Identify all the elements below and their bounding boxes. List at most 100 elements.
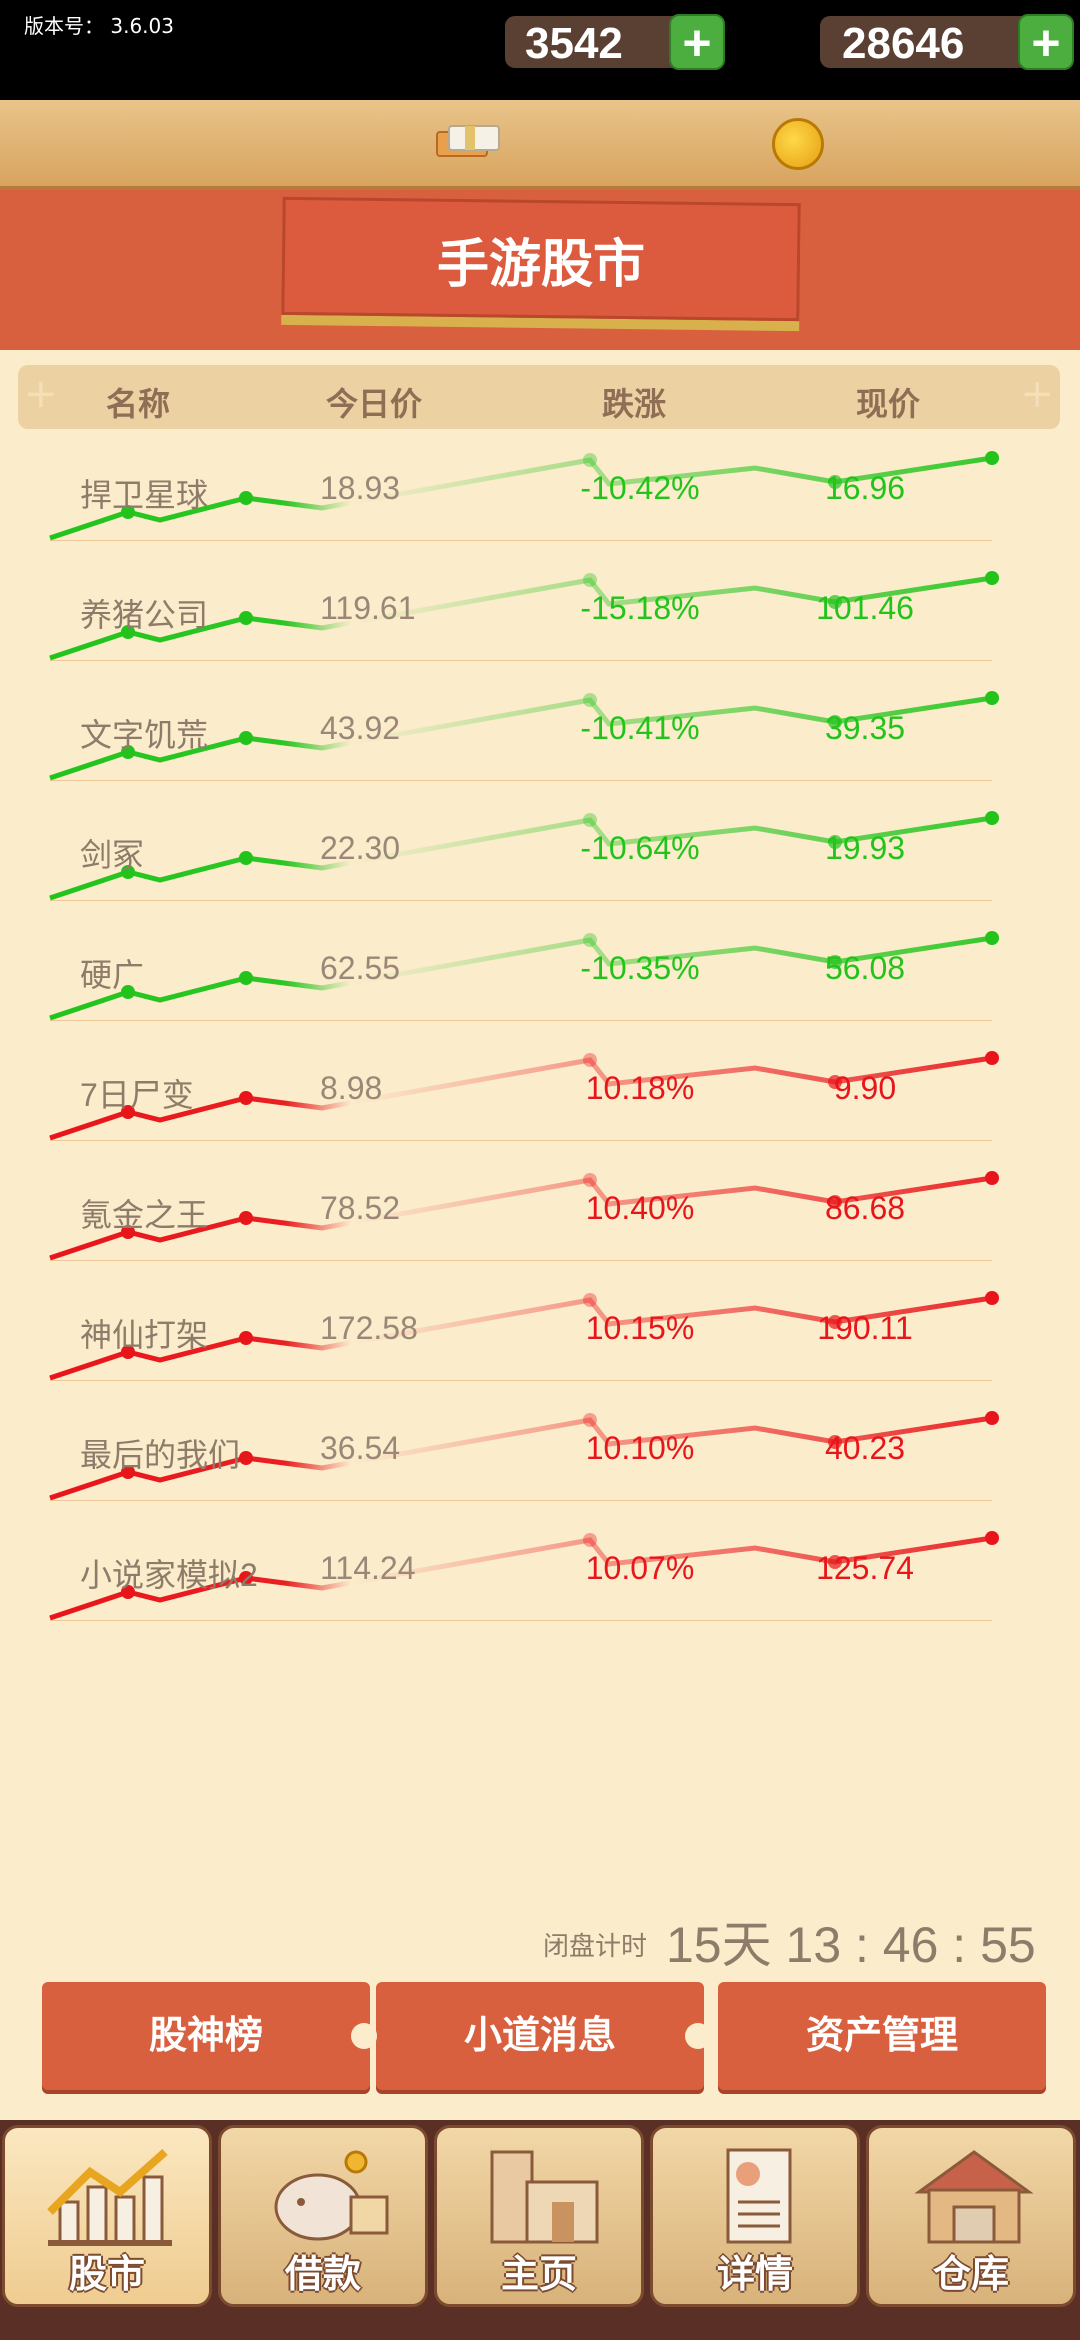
button-notch xyxy=(685,2023,711,2049)
current-price: 190.11 xyxy=(817,1310,913,1346)
trend-sparkline xyxy=(49,931,999,1021)
price-change: -10.64% xyxy=(580,830,700,866)
header-change: 跌涨 xyxy=(602,386,667,422)
cash-icon xyxy=(436,125,500,157)
today-price: 22.30 xyxy=(320,830,401,866)
price-change: 10.15% xyxy=(585,1310,695,1346)
today-price: 36.54 xyxy=(320,1430,401,1466)
today-price: 119.61 xyxy=(320,590,416,626)
trend-sparkline xyxy=(49,1171,999,1261)
table-row[interactable]: 捍卫星球 18.93 -10.42% 16.96 xyxy=(49,420,999,541)
table-row[interactable]: 小说家模拟2 114.24 10.07% 125.74 xyxy=(49,1500,999,1621)
current-price: 125.74 xyxy=(816,1550,914,1586)
price-change: -10.41% xyxy=(580,710,700,746)
current-price: 101.46 xyxy=(816,590,914,626)
nav-label: 股市 xyxy=(68,2254,145,2296)
coin-value: 28646 xyxy=(842,19,965,68)
table-row[interactable]: 氪金之王 78.52 10.40% 86.68 xyxy=(49,1140,999,1261)
cash-counter: 3542 + xyxy=(505,14,725,70)
trend-sparkline xyxy=(49,451,999,541)
today-price: 172.58 xyxy=(320,1310,418,1346)
trend-sparkline xyxy=(49,1411,999,1501)
piggy-bank-icon xyxy=(274,2150,389,2241)
cash-value: 3542 xyxy=(525,19,623,68)
asset-management-button[interactable]: 资产管理 xyxy=(718,1982,1046,2090)
nav-warehouse[interactable]: 仓库 xyxy=(866,2125,1076,2307)
nav-stock-market[interactable]: 股市 xyxy=(2,2125,212,2307)
stock-name: 硬广 xyxy=(80,957,145,993)
version-text: 版本号： 3.6.03 xyxy=(24,14,174,38)
corner-plus-icon: + xyxy=(1020,371,1054,417)
stock-name: 养猪公司 xyxy=(80,597,209,633)
close-countdown: 15天 13 : 46 : 55 xyxy=(666,1917,1036,1973)
trend-sparkline xyxy=(49,811,999,901)
profile-card-icon xyxy=(726,2148,792,2244)
nav-label: 借款 xyxy=(284,2254,361,2296)
table-row[interactable]: 最后的我们 36.54 10.10% 40.23 xyxy=(49,1380,999,1501)
table-row[interactable]: 神仙打架 172.58 10.15% 190.11 xyxy=(49,1260,999,1381)
table-row[interactable]: 硬广 62.55 -10.35% 56.08 xyxy=(49,900,999,1021)
today-price: 8.98 xyxy=(320,1070,383,1106)
trend-sparkline xyxy=(49,691,999,781)
corner-plus-icon: + xyxy=(24,371,58,417)
nav-label: 主页 xyxy=(500,2254,577,2296)
stock-chart-icon xyxy=(47,2149,172,2246)
stock-name: 剑冢 xyxy=(80,837,145,873)
trend-sparkline xyxy=(49,1291,999,1381)
stock-name: 文字饥荒 xyxy=(80,717,209,753)
house-icon xyxy=(490,2150,599,2244)
today-price: 62.55 xyxy=(320,950,401,986)
stock-name: 神仙打架 xyxy=(80,1317,209,1353)
timer-label: 闭盘计时 xyxy=(543,1932,648,1962)
nav-loan[interactable]: 借款 xyxy=(218,2125,428,2307)
current-price: 86.68 xyxy=(824,1190,906,1226)
price-change: -15.18% xyxy=(580,590,700,626)
nav-details[interactable]: 详情 xyxy=(650,2125,860,2307)
current-price: 40.23 xyxy=(824,1430,906,1466)
header-today-price: 今日价 xyxy=(326,386,423,422)
stock-name: 捍卫星球 xyxy=(80,477,209,513)
coin-counter: 28646 + xyxy=(820,14,1074,70)
table-row[interactable]: 文字饥荒 43.92 -10.41% 39.35 xyxy=(49,660,999,781)
add-cash-button[interactable]: + xyxy=(669,14,725,70)
header-current-price: 现价 xyxy=(856,386,921,422)
coin-icon xyxy=(772,118,824,170)
price-change: 10.10% xyxy=(585,1430,695,1466)
price-change: 10.40% xyxy=(585,1190,695,1226)
header-name: 名称 xyxy=(106,386,171,422)
stock-name: 小说家模拟2 xyxy=(80,1557,258,1593)
leaderboard-button[interactable]: 股神榜 xyxy=(42,1982,370,2090)
table-row[interactable]: 养猪公司 119.61 -15.18% 101.46 xyxy=(49,540,999,661)
warehouse-icon xyxy=(914,2150,1034,2244)
page-title: 手游股市 xyxy=(436,236,645,294)
stock-name: 7日尸变 xyxy=(80,1077,194,1113)
current-price: 16.96 xyxy=(824,470,906,506)
today-price: 18.93 xyxy=(320,470,401,506)
add-coins-button[interactable]: + xyxy=(1018,14,1074,70)
price-change: -10.42% xyxy=(580,470,700,506)
today-price: 114.24 xyxy=(320,1550,416,1586)
current-price: 19.93 xyxy=(824,830,906,866)
table-header: + 名称 今日价 跌涨 现价 + xyxy=(18,365,1060,429)
button-notch xyxy=(351,2023,377,2049)
stock-name: 最后的我们 xyxy=(80,1437,241,1473)
trend-sparkline xyxy=(49,1531,999,1621)
table-row[interactable]: 剑冢 22.30 -10.64% 19.93 xyxy=(49,780,999,901)
table-row[interactable]: 7日尸变 8.98 10.18% 9.90 xyxy=(49,1020,999,1141)
trend-sparkline xyxy=(49,571,999,661)
current-price: 39.35 xyxy=(824,710,906,746)
nav-label: 仓库 xyxy=(932,2254,1009,2296)
current-price: 56.08 xyxy=(824,950,906,986)
trend-sparkline xyxy=(49,1051,999,1141)
today-price: 78.52 xyxy=(320,1190,401,1226)
price-change: 10.07% xyxy=(585,1550,695,1586)
price-change: 10.18% xyxy=(585,1070,695,1106)
current-price: 9.90 xyxy=(833,1070,897,1106)
price-change: -10.35% xyxy=(580,950,700,986)
stock-name: 氪金之王 xyxy=(80,1197,209,1233)
nav-home[interactable]: 主页 xyxy=(434,2125,644,2307)
nav-label: 详情 xyxy=(716,2254,793,2296)
rumors-button[interactable]: 小道消息 xyxy=(376,1982,704,2090)
resource-header xyxy=(0,100,1080,190)
today-price: 43.92 xyxy=(320,710,401,746)
